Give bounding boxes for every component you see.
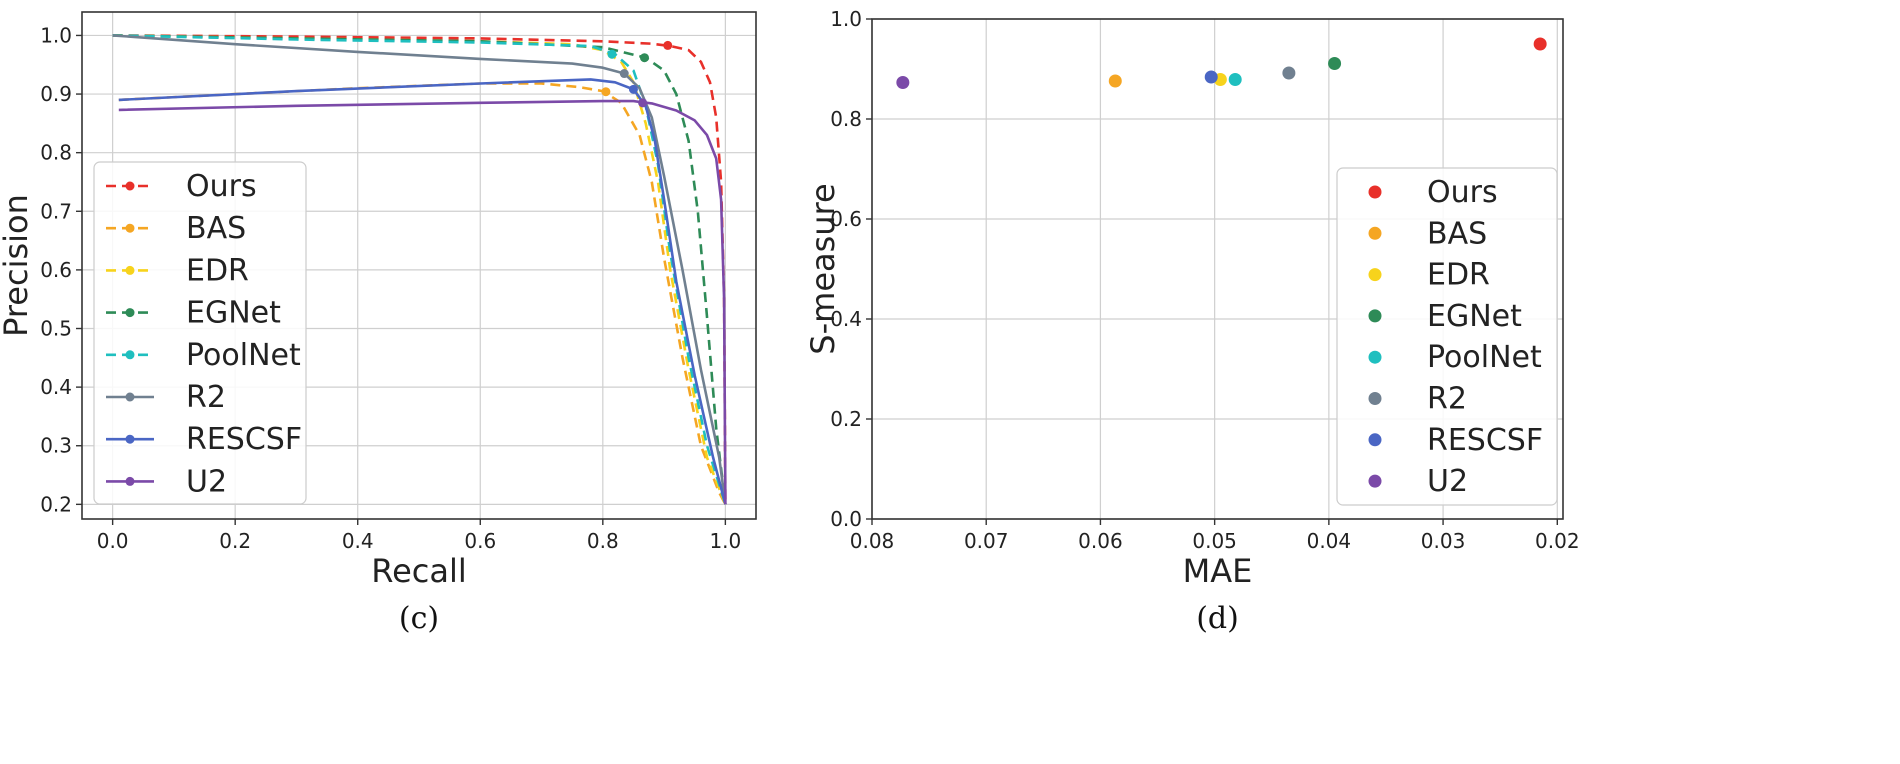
c-y-tick-label: 0.4 [40,375,72,399]
d-legend-marker-ours [1368,185,1382,199]
d-plot-frame [871,18,1564,520]
d-legend: Ours BAS EDR EGNet PoolNet R2 RESCSF U2 [1336,167,1558,506]
c-legend-label-u2: U2 [186,464,227,499]
c-legend-marker-rescsf [125,434,135,444]
c-series-marker-ours [663,40,673,50]
d-legend-label-r2: R2 [1427,382,1467,417]
c-x-axis-label: Recall [371,552,466,590]
c-y-tick-label: 0.5 [40,317,72,341]
c-series-line-u2 [118,99,727,505]
c-legend-marker-bas [125,223,135,233]
d-x-ticks: 0.08 0.07 0.06 0.05 0.04 0.03 0.02 [850,519,1580,553]
d-legend-box [1336,167,1558,506]
smeasure-mae-chart: 0.08 0.07 0.06 0.05 0.04 0.03 0.02 0.00.20.40.… [804,7,1580,636]
c-legend-label-r2: R2 [186,380,226,415]
d-legend-label-u2: U2 [1427,464,1468,499]
c-legend-marker-u2 [125,476,135,486]
c-series-marker-r2 [619,69,629,79]
d-scatter-points [896,37,1547,89]
d-legend-marker-poolnet [1368,350,1382,364]
d-legend-marker-rescsf [1368,433,1382,447]
c-series-line-ours [112,34,727,505]
d-y-tick-label: 1.0 [830,7,862,31]
c-legend-marker-r2 [125,392,135,402]
d-x-axis-label: MAE [1183,552,1253,590]
d-point-egnet [1328,57,1342,70]
d-legend-label-egnet: EGNet [1427,299,1522,334]
d-y-tick-label: 0.2 [830,407,862,431]
c-x-ticks: 0.0 0.2 0.4 0.6 0.8 1.0 [97,519,741,553]
c-series-lines [112,34,727,505]
d-legend-label-ours: Ours [1427,175,1498,210]
d-legend-marker-u2 [1368,474,1382,488]
d-x-tick-label: 0.02 [1535,529,1580,553]
d-y-axis-label: S-measure [804,183,842,354]
d-legend-label-rescsf: RESCSF [1427,423,1543,458]
c-x-tick-label: 0.4 [342,529,374,553]
d-legend-marker-bas [1368,226,1382,240]
d-point-u2 [896,76,910,89]
c-legend: Ours BAS EDR EGNet PoolNet R2 RESCSF U2 [93,161,307,505]
c-x-tick-label: 0.0 [97,529,129,553]
c-x-tick-label: 0.2 [219,529,251,553]
c-legend-label-bas: BAS [186,211,246,246]
c-legend-label-ours: Ours [186,169,257,204]
c-series-marker-rescsf [628,84,638,94]
c-y-ticks: 0.2 0.3 0.4 0.5 0.6 0.7 0.8 0.9 1.0 [40,23,82,516]
d-legend-marker-egnet [1368,309,1382,323]
d-point-ours [1533,37,1547,51]
c-legend-marker-egnet [125,308,135,318]
d-x-tick-label: 0.06 [1078,529,1123,553]
d-x-tick-label: 0.05 [1192,529,1237,553]
c-y-tick-label: 0.8 [40,141,72,165]
d-x-tick-label: 0.03 [1421,529,1466,553]
c-x-tick-label: 0.6 [464,529,496,553]
c-x-tick-label: 1.0 [709,529,741,553]
c-legend-label-poolnet: PoolNet [186,338,301,373]
d-y-ticks: 0.0 0.2 0.4 0.6 0.8 1.0 [830,7,872,531]
d-x-tick-label: 0.08 [850,529,895,553]
c-y-tick-label: 1.0 [40,23,72,47]
c-y-tick-label: 0.2 [40,492,72,516]
c-series-marker-poolnet [607,49,617,59]
c-legend-label-egnet: EGNet [186,296,281,331]
d-y-tick-label: 0.0 [830,507,862,531]
c-y-tick-label: 0.3 [40,434,72,458]
c-legend-marker-ours [125,181,135,191]
d-point-r2 [1282,66,1296,80]
c-series-marker-egnet [639,53,649,63]
c-series-line-r2 [112,34,727,505]
c-y-axis-label: Precision [0,194,35,337]
c-x-tick-label: 0.8 [587,529,619,553]
d-legend-label-edr: EDR [1427,258,1490,293]
c-legend-label-rescsf: RESCSF [186,422,302,457]
d-point-poolnet [1228,73,1242,86]
d-x-tick-label: 0.07 [964,529,1009,553]
d-legend-label-bas: BAS [1427,216,1487,251]
c-legend-marker-poolnet [125,350,135,360]
d-legend-marker-r2 [1368,392,1382,405]
c-panel-caption: (c) [399,601,439,636]
d-y-tick-label: 0.8 [830,107,862,131]
d-legend-marker-edr [1368,268,1382,282]
d-point-bas [1108,74,1122,88]
d-x-tick-label: 0.04 [1307,529,1352,553]
d-point-rescsf [1204,70,1218,84]
precision-recall-chart: 0.0 0.2 0.4 0.6 0.8 1.0 0.2 0.3 0.4 0.5 0.6 0.7 0.8… [0,11,757,636]
c-plot-frame [81,11,757,520]
c-legend-box [93,161,307,505]
c-series-marker-u2 [638,98,648,108]
c-legend-label-edr: EDR [186,253,249,288]
d-y-tick-label: 0.6 [830,207,862,231]
d-panel-caption: (d) [1196,601,1239,636]
d-legend-label-poolnet: PoolNet [1427,340,1542,375]
c-y-tick-label: 0.7 [40,199,72,223]
c-y-tick-label: 0.6 [40,258,72,282]
d-y-tick-label: 0.4 [830,307,862,331]
c-y-tick-label: 0.9 [40,82,72,106]
c-series-marker-bas [601,87,611,97]
c-legend-marker-edr [125,265,135,275]
